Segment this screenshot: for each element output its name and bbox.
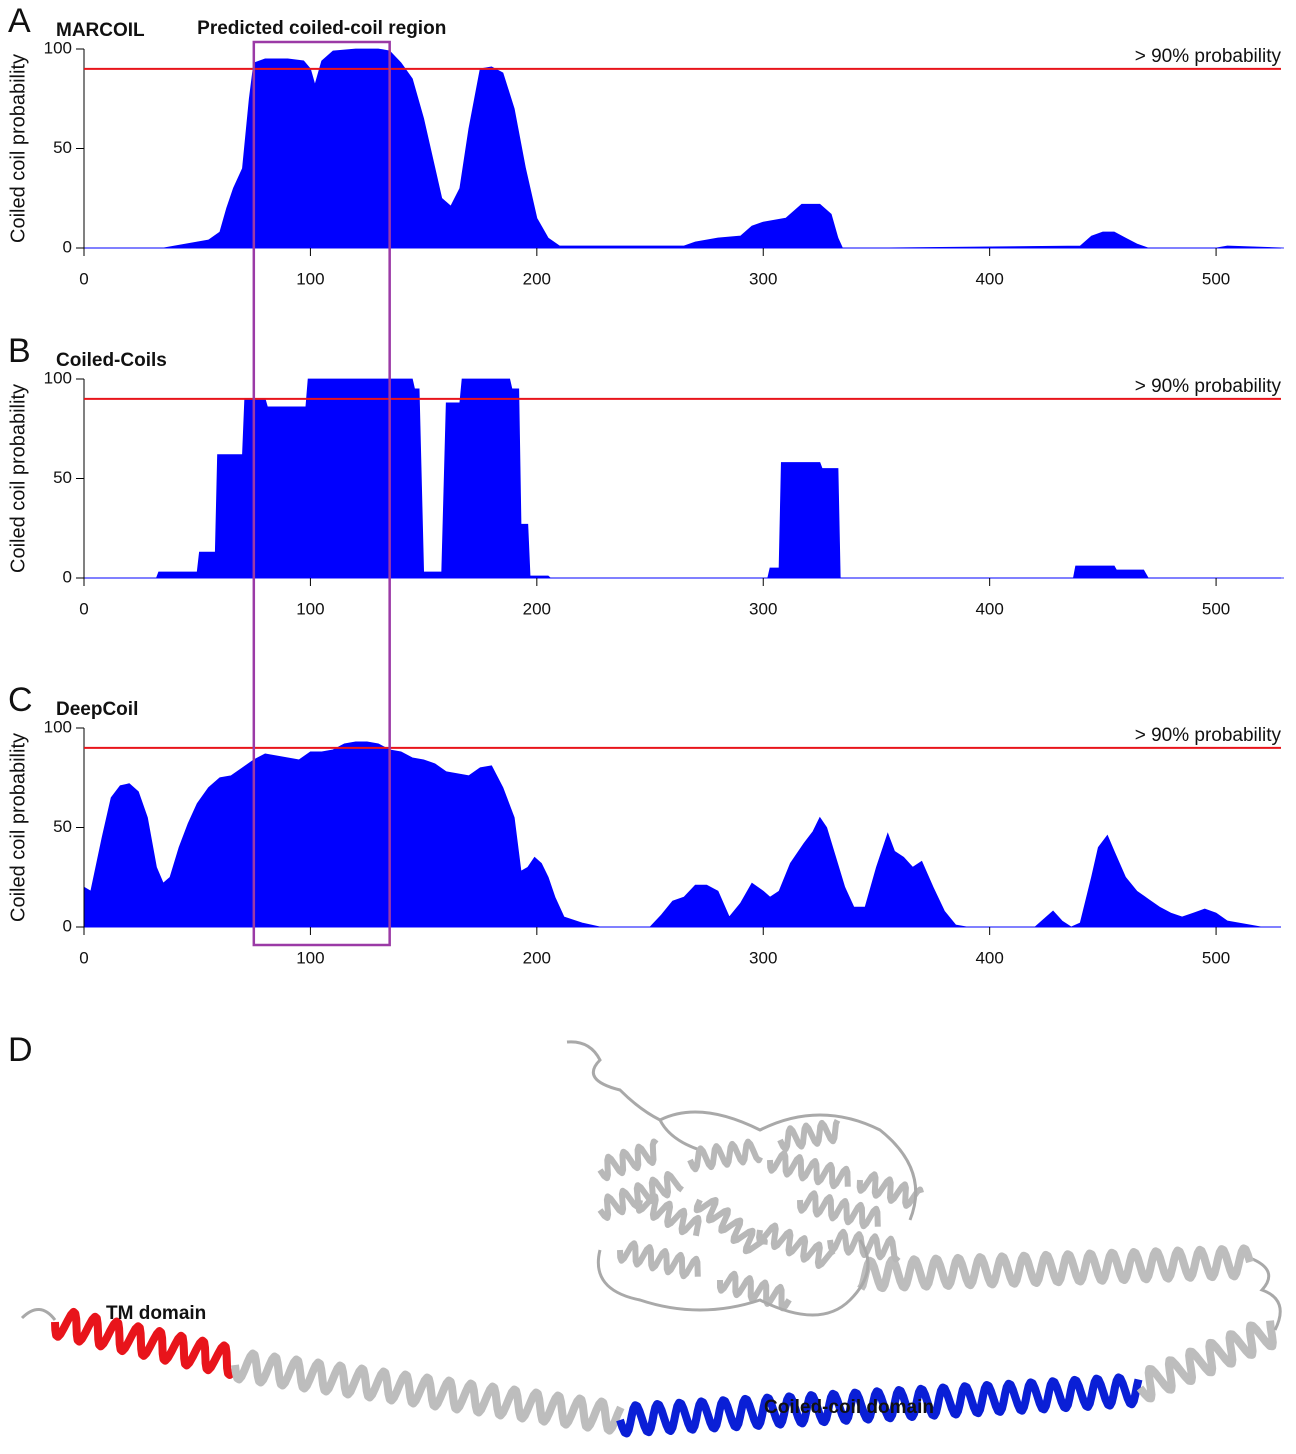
area (84, 378, 1284, 579)
loop (659, 1110, 918, 1221)
y-tick-label: 0 (63, 237, 72, 256)
x-tick-label: 300 (749, 948, 777, 967)
helix (617, 1240, 701, 1280)
threshold-label: > 90% probability (1135, 46, 1282, 67)
x-tick-label: 500 (1202, 599, 1230, 618)
y-tick-label: 0 (63, 567, 72, 586)
panel-letter: C (8, 681, 33, 719)
y-axis-label: Coiled coil probability (7, 54, 29, 243)
panel-letter: D (8, 1031, 33, 1069)
y-tick-label: 50 (53, 468, 72, 487)
x-tick-label: 400 (975, 948, 1003, 967)
helix (693, 1197, 768, 1255)
area (84, 48, 1285, 249)
x-tick-label: 300 (749, 269, 777, 288)
helix (767, 1150, 851, 1190)
area (83, 741, 1262, 928)
x-tick-label: 0 (79, 948, 88, 967)
x-tick-label: 200 (523, 599, 551, 618)
x-tick-label: 100 (296, 948, 324, 967)
x-tick-label: 100 (296, 269, 324, 288)
helix (51, 1307, 236, 1379)
protein-structure (20, 1040, 1282, 1438)
y-tick-label: 50 (53, 817, 72, 836)
helix (797, 1190, 881, 1230)
tm-label: TM domain (106, 1303, 206, 1324)
y-tick-label: 100 (44, 717, 72, 736)
x-tick-label: 400 (975, 599, 1003, 618)
helix (231, 1349, 625, 1435)
region-box (252, 40, 391, 947)
y-axis-label: Coiled coil probability (7, 733, 29, 922)
helix (687, 1138, 763, 1173)
helix (597, 1138, 659, 1182)
chart-title: DeepCoil (56, 699, 138, 720)
helix (597, 1171, 684, 1221)
threshold-label: > 90% probability (1135, 725, 1282, 746)
x-tick-label: 400 (975, 269, 1003, 288)
x-tick-label: 0 (79, 599, 88, 618)
helix (717, 1270, 792, 1312)
helix (777, 1119, 841, 1153)
x-tick-label: 100 (296, 599, 324, 618)
threshold-label: > 90% probability (1135, 376, 1282, 397)
chart-title: Coiled-Coils (56, 350, 167, 371)
y-tick-label: 50 (53, 138, 72, 157)
helix (616, 1373, 1143, 1438)
x-tick-label: 500 (1202, 269, 1230, 288)
loop (20, 1308, 57, 1321)
helix (857, 1244, 1254, 1293)
x-tick-label: 0 (79, 269, 88, 288)
panel-letter: A (8, 2, 31, 40)
helix (635, 1193, 702, 1237)
loop (566, 1040, 701, 1152)
y-tick-label: 0 (63, 916, 72, 935)
panel-letter: B (8, 332, 31, 370)
helix (756, 1222, 836, 1269)
x-tick-label: 500 (1202, 948, 1230, 967)
helix (1136, 1320, 1277, 1403)
y-tick-label: 100 (44, 38, 72, 57)
y-tick-label: 100 (44, 368, 72, 387)
helix (827, 1228, 901, 1263)
chart-title: MARCOIL (56, 20, 145, 41)
x-tick-label: 200 (523, 269, 551, 288)
x-tick-label: 300 (749, 599, 777, 618)
y-axis-label: Coiled coil probability (7, 384, 29, 573)
loop (1249, 1256, 1282, 1331)
x-tick-label: 200 (523, 948, 551, 967)
loop (596, 1239, 870, 1317)
helix (856, 1171, 924, 1209)
coil-label: Coiled-coil domain (764, 1397, 934, 1418)
region-label: Predicted coiled-coil region (197, 18, 446, 39)
